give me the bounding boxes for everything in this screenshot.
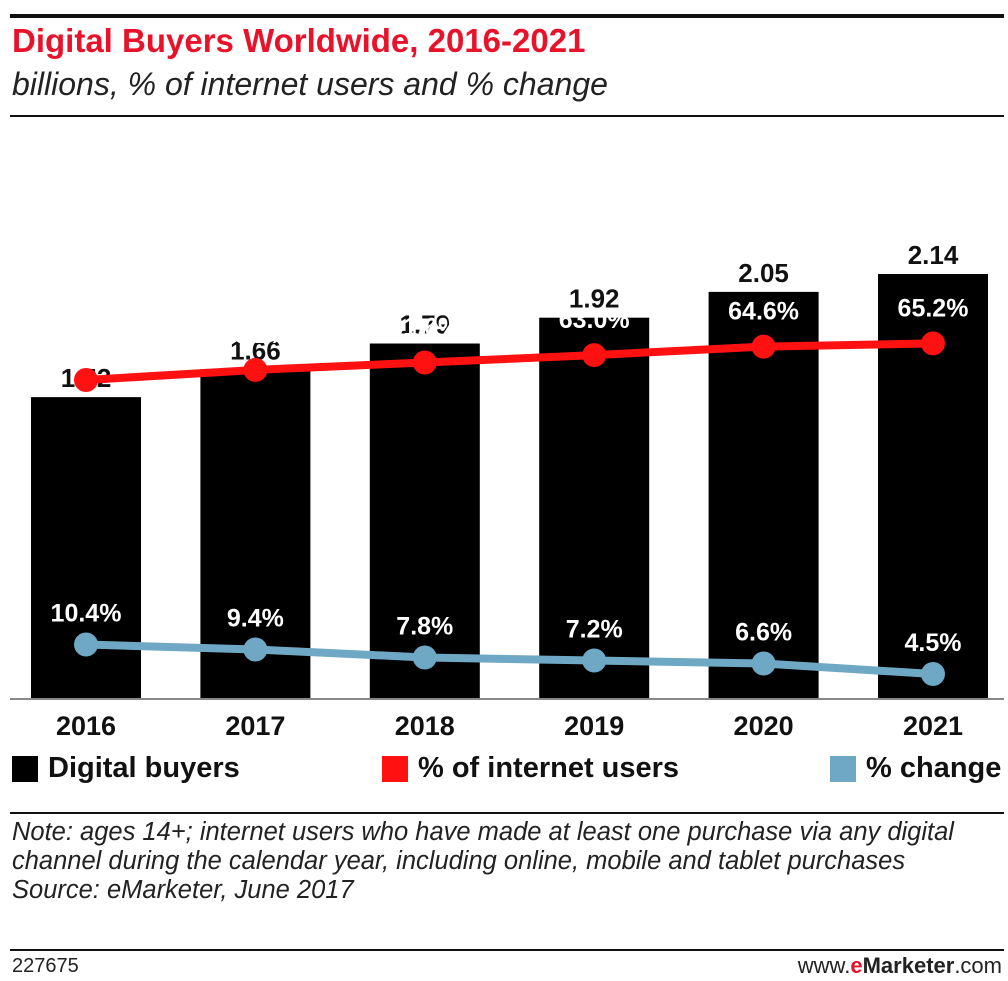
site-url[interactable]: www.eMarketer.com <box>798 953 1002 979</box>
pct-change-label-2017: 9.4% <box>227 605 284 633</box>
legend-swatch-pct-change <box>830 755 856 782</box>
site-brand: Marketer <box>862 953 955 978</box>
legend-item-internet-users: % of internet users <box>382 752 679 785</box>
internet-users-point-2017 <box>243 357 268 382</box>
internet-users-point-2019 <box>582 343 607 368</box>
bar-2019 <box>539 317 650 699</box>
x-tick-label-2020: 2020 <box>734 711 794 741</box>
legend-swatch-internet-users <box>382 755 408 782</box>
note-rule <box>10 812 1004 814</box>
x-tick-label-2017: 2017 <box>225 711 285 741</box>
bar-value-label-2020: 2.05 <box>738 258 789 288</box>
x-tick-label-2021: 2021 <box>903 711 963 741</box>
site-prefix: www. <box>797 953 851 978</box>
internet-users-line <box>82 339 937 384</box>
pct-change-point-2021 <box>921 662 945 686</box>
pct-change-label-2020: 6.6% <box>735 619 792 647</box>
internet-users-label-2016: 58.3% <box>51 331 122 359</box>
x-tick-label-2016: 2016 <box>56 711 116 741</box>
pct-change-point-2020 <box>751 651 776 676</box>
footnote: Note: ages 14+; internet users who have … <box>12 818 1002 905</box>
legend-item-digital-buyers: Digital buyers <box>12 752 240 785</box>
pct-change-line <box>82 640 937 678</box>
site-suffix: .com <box>954 953 1002 978</box>
x-tick-label-2018: 2018 <box>395 711 455 741</box>
top-rule <box>10 14 1004 18</box>
chart-title: Digital Buyers Worldwide, 2016-2021 <box>12 22 586 59</box>
bar-value-label-2021: 2.14 <box>908 240 959 270</box>
pct-change-point-2018 <box>412 645 437 670</box>
internet-users-label-2020: 64.6% <box>728 298 799 326</box>
subtitle-rule <box>10 115 1004 117</box>
legend-label-digital-buyers: Digital buyers <box>48 752 240 784</box>
legend: Digital buyers % of internet users % cha… <box>0 752 1008 792</box>
internet-users-label-2021: 65.2% <box>898 294 969 322</box>
pct-change-point-2016 <box>74 632 98 657</box>
chart-id: 227675 <box>12 955 79 977</box>
site-brand-e: e <box>850 953 863 978</box>
pct-change-point-2019 <box>582 648 607 673</box>
internet-users-point-2016 <box>74 368 98 392</box>
internet-users-point-2021 <box>921 331 945 356</box>
note-text: Note: ages 14+; internet users who have … <box>12 818 954 875</box>
pct-change-label-2016: 10.4% <box>51 600 122 628</box>
legend-label-internet-users: % of internet users <box>418 752 680 784</box>
internet-users-label-2018: 61.6% <box>389 314 460 342</box>
chart-subtitle: billions, % of internet users and % chan… <box>12 66 608 102</box>
legend-item-pct-change: % change <box>830 752 1001 785</box>
pct-change-label-2018: 7.8% <box>396 613 453 641</box>
pct-change-label-2021: 4.5% <box>905 629 962 657</box>
legend-label-pct-change: % change <box>866 752 1002 784</box>
internet-users-point-2020 <box>751 334 776 359</box>
internet-users-label-2017: 60.2% <box>220 321 291 349</box>
footer-rule <box>10 949 1004 951</box>
pct-change-point-2017 <box>243 637 268 662</box>
bar-2018 <box>369 343 480 699</box>
source-text: Source: eMarketer, June 2017 <box>12 876 354 904</box>
internet-users-label-2019: 63.0% <box>559 306 630 334</box>
chart-area: 1.521.661.791.922.052.142016201720182019… <box>10 240 1004 741</box>
bar-value-label-2018: 1.79 <box>399 310 450 340</box>
bar-2020 <box>708 291 819 699</box>
pct-change-label-2019: 7.2% <box>566 616 623 644</box>
internet-users-point-2018 <box>412 350 437 375</box>
legend-swatch-digital-buyers <box>12 755 38 782</box>
x-tick-label-2019: 2019 <box>564 711 624 741</box>
bar-value-label-2019: 1.92 <box>569 284 620 314</box>
